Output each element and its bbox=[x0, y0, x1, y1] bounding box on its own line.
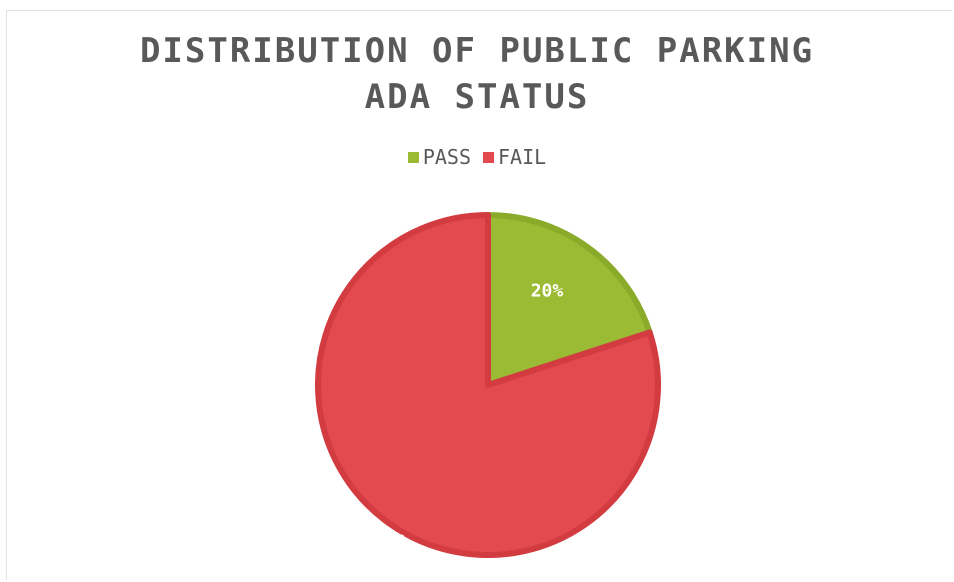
legend-swatch-pass bbox=[407, 151, 419, 163]
legend-label-pass: PASS bbox=[422, 145, 471, 169]
legend-swatch-fail bbox=[483, 151, 494, 163]
chart-title: DISTRIBUTION OF PUBLIC PARKING ADA STATU… bbox=[0, 28, 954, 120]
chart-title-line-1: DISTRIBUTION OF PUBLIC PARKING bbox=[139, 31, 815, 71]
chart-legend: PASS FAIL bbox=[0, 145, 954, 169]
chart-title-line-2: ADA STATUS bbox=[364, 77, 590, 117]
data-label-fail: 80% bbox=[377, 531, 410, 552]
data-label-pass: 20% bbox=[531, 280, 564, 301]
legend-item-fail: FAIL bbox=[483, 145, 546, 169]
legend-item-pass: PASS bbox=[407, 145, 471, 169]
legend-label-fail: FAIL bbox=[498, 145, 547, 169]
pie-slice-fail bbox=[315, 212, 661, 558]
